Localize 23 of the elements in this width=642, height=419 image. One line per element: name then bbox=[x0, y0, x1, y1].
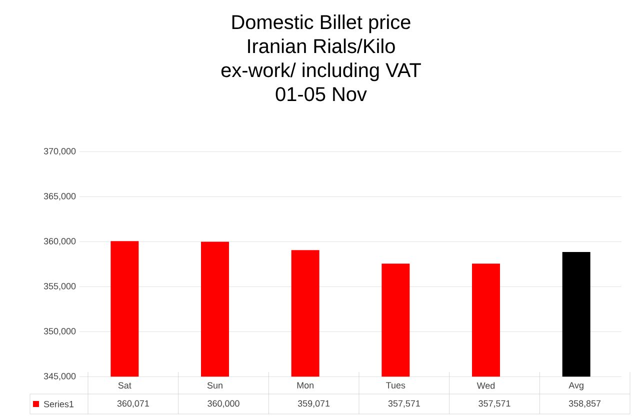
x-tick-label: Tues bbox=[386, 382, 406, 388]
x-tick-label: Sun bbox=[207, 382, 222, 389]
x-tick-label: Sat bbox=[118, 382, 132, 389]
chart-subtitle: Iranian Rials/Kilo bbox=[248, 38, 395, 54]
text: ex-work/ including VAT bbox=[221, 62, 421, 82]
text: 357,571 bbox=[478, 400, 510, 408]
y-tick-label: 350,000 bbox=[44, 328, 76, 336]
legend-label: Series1 bbox=[44, 400, 74, 408]
y-tick-label: 345,000 bbox=[44, 372, 76, 380]
text: 358,857 bbox=[568, 400, 601, 408]
y-tick-label: 360,000 bbox=[44, 238, 76, 246]
x-tick-label: Avg bbox=[568, 382, 584, 390]
text: 357,571 bbox=[388, 400, 420, 408]
text: 01-05 Nov bbox=[276, 87, 367, 102]
y-tick-label: 365,000 bbox=[44, 192, 76, 200]
text: 360,071 bbox=[117, 400, 149, 408]
text: 359,071 bbox=[298, 400, 330, 408]
y-tick-label: 355,000 bbox=[44, 282, 76, 290]
x-tick-label: Wed bbox=[476, 382, 495, 389]
text: 360,000 bbox=[208, 400, 240, 408]
chart-title: Domestic Billet price bbox=[232, 14, 410, 34]
x-tick-label: Mon bbox=[297, 382, 314, 388]
y-tick-label: 370,000 bbox=[44, 148, 76, 156]
